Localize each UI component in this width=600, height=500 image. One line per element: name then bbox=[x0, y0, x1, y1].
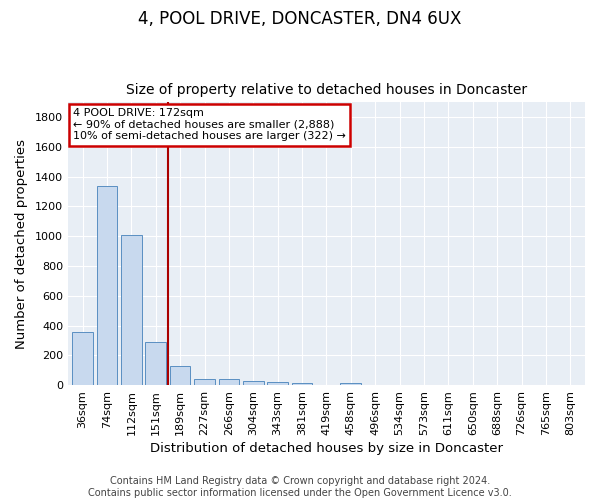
X-axis label: Distribution of detached houses by size in Doncaster: Distribution of detached houses by size … bbox=[150, 442, 503, 455]
Bar bbox=[170, 366, 190, 385]
Text: 4, POOL DRIVE, DONCASTER, DN4 6UX: 4, POOL DRIVE, DONCASTER, DN4 6UX bbox=[139, 10, 461, 28]
Y-axis label: Number of detached properties: Number of detached properties bbox=[15, 138, 28, 348]
Text: Contains HM Land Registry data © Crown copyright and database right 2024.
Contai: Contains HM Land Registry data © Crown c… bbox=[88, 476, 512, 498]
Bar bbox=[292, 383, 313, 385]
Title: Size of property relative to detached houses in Doncaster: Size of property relative to detached ho… bbox=[126, 83, 527, 97]
Bar bbox=[97, 186, 118, 385]
Bar bbox=[145, 342, 166, 385]
Bar bbox=[243, 380, 263, 385]
Bar bbox=[194, 379, 215, 385]
Bar bbox=[340, 383, 361, 385]
Text: 4 POOL DRIVE: 172sqm
← 90% of detached houses are smaller (2,888)
10% of semi-de: 4 POOL DRIVE: 172sqm ← 90% of detached h… bbox=[73, 108, 346, 141]
Bar bbox=[121, 235, 142, 385]
Bar bbox=[72, 332, 93, 385]
Bar bbox=[218, 379, 239, 385]
Bar bbox=[268, 382, 288, 385]
